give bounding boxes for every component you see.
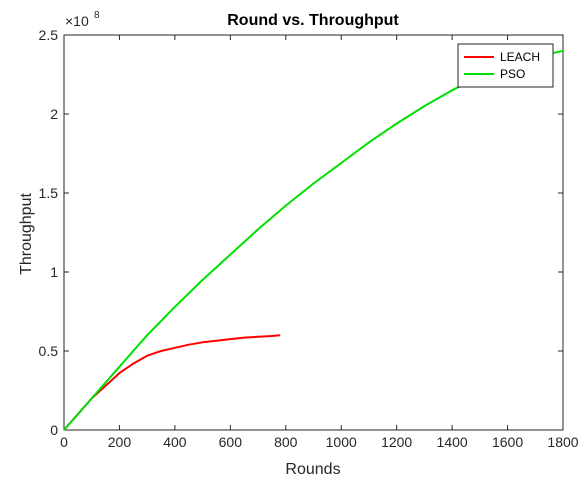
legend-box [457, 43, 554, 88]
y-tick-label: 1.5 [39, 185, 59, 201]
y-exponent: ×10 8 [65, 10, 100, 29]
x-tick-label: 1000 [326, 434, 357, 450]
axes [63, 34, 564, 431]
legend: LEACH PSO [457, 43, 554, 88]
y-exponent-base: ×10 [65, 13, 89, 29]
x-tick-label: 0 [60, 434, 68, 450]
x-tick-label: 600 [219, 434, 243, 450]
y-exponent-power: 8 [94, 10, 100, 21]
x-tick-label: 400 [163, 434, 187, 450]
series-line-leach [63, 334, 281, 431]
y-tick-label: 2.5 [39, 27, 59, 43]
x-tick-label: 1600 [492, 434, 523, 450]
x-ticks: 0 200 400 600 800 1000 1200 1400 1600 1800 [60, 35, 579, 450]
y-tick-label: 1 [50, 264, 58, 280]
legend-label-pso: PSO [500, 67, 525, 81]
x-tick-label: 800 [274, 434, 298, 450]
x-tick-label: 1200 [381, 434, 412, 450]
chart-title: Round vs. Throughput [227, 12, 399, 29]
y-ticks: 0 0.5 1 1.5 2 2.5 [39, 27, 563, 438]
plot-area-frame [63, 34, 564, 431]
x-tick-label: 1800 [547, 434, 578, 450]
y-tick-label: 0.5 [39, 343, 59, 359]
y-tick-label: 0 [50, 422, 58, 438]
x-tick-label: 200 [108, 434, 132, 450]
y-tick-label: 2 [50, 106, 58, 122]
y-axis-label: Throughput [18, 193, 35, 275]
x-axis-label: Rounds [285, 461, 340, 478]
x-tick-label: 1400 [437, 434, 468, 450]
legend-label-leach: LEACH [500, 50, 540, 64]
